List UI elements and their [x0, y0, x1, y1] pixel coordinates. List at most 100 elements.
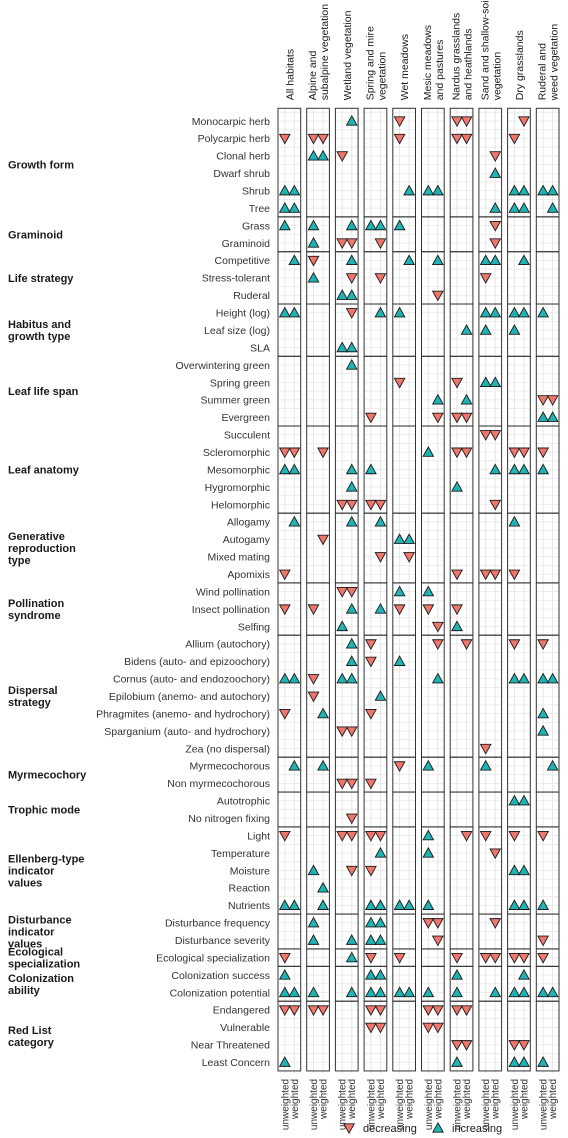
increasing-marker	[422, 184, 435, 196]
increasing-marker	[278, 463, 291, 475]
increasing-marker	[364, 968, 377, 980]
decreasing-marker	[393, 133, 406, 145]
subcolumn-label: weighted	[433, 1079, 444, 1120]
increasing-marker	[278, 899, 291, 910]
decreasing-marker	[489, 151, 502, 162]
decreasing-marker	[508, 639, 521, 651]
increasing-marker	[422, 585, 435, 597]
increasing-marker	[278, 986, 291, 998]
increasing-marker	[422, 829, 435, 841]
row-label: Clonal herb	[216, 151, 270, 163]
row-label: Monocarpic herb	[192, 116, 270, 128]
increasing-marker	[393, 306, 406, 318]
increasing-marker	[517, 968, 530, 980]
decreasing-marker	[479, 831, 492, 842]
increasing-marker	[393, 986, 406, 998]
group-label: Colonization ability	[8, 973, 74, 997]
decreasing-marker	[336, 831, 349, 842]
decreasing-marker	[336, 238, 349, 250]
increasing-marker	[489, 202, 502, 213]
decreasing-marker	[307, 133, 320, 145]
increasing-marker	[546, 986, 559, 998]
panel-header: Mesic meadowsand pastures	[422, 25, 446, 100]
increasing-marker	[317, 759, 330, 771]
increasing-marker	[345, 341, 358, 353]
increasing-marker	[517, 463, 530, 475]
increasing-marker	[460, 324, 473, 335]
row-label: Disturbance frequency	[165, 918, 271, 930]
row-label: Myrmecochorous	[189, 761, 270, 773]
legend-decreasing-icon	[343, 1123, 355, 1135]
increasing-marker	[374, 934, 387, 945]
increasing-marker	[307, 236, 320, 248]
increasing-marker	[364, 219, 377, 231]
decreasing-marker	[393, 116, 406, 128]
decreasing-marker	[345, 308, 358, 319]
decreasing-marker	[508, 569, 521, 581]
increasing-marker	[345, 289, 358, 300]
decreasing-marker	[451, 447, 463, 459]
decreasing-marker	[317, 447, 330, 459]
row-label: Polycarpic herb	[198, 133, 271, 145]
increasing-marker	[508, 184, 521, 196]
increasing-marker	[345, 463, 358, 475]
row-label: Colonization potential	[170, 987, 270, 999]
increasing-marker	[517, 184, 530, 196]
row-label: Autogamy	[223, 534, 271, 546]
row-label: Vulnerable	[220, 1022, 270, 1034]
increasing-marker	[345, 114, 358, 126]
panel-box	[507, 1000, 531, 1072]
decreasing-marker	[422, 918, 435, 929]
decreasing-marker	[278, 604, 291, 616]
decreasing-marker	[537, 447, 550, 459]
group-label: Graminoid	[8, 229, 63, 241]
increasing-marker	[489, 254, 502, 266]
increasing-marker	[288, 184, 301, 196]
decreasing-marker	[508, 1040, 521, 1051]
legend-increasing-label: increasing	[452, 1123, 502, 1135]
increasing-marker	[489, 376, 502, 388]
increasing-marker	[479, 376, 492, 388]
increasing-marker	[537, 986, 550, 998]
decreasing-marker	[364, 778, 377, 790]
decreasing-marker	[489, 953, 502, 964]
decreasing-marker	[460, 1005, 473, 1017]
decreasing-marker	[393, 377, 406, 389]
increasing-marker	[364, 899, 377, 910]
row-label: Ruderal	[233, 290, 270, 302]
group-label: Generative reproduction type	[8, 531, 76, 567]
increasing-marker	[345, 951, 358, 963]
increasing-marker	[317, 899, 330, 910]
row-label: Spring green	[210, 377, 270, 389]
increasing-marker	[517, 672, 530, 684]
decreasing-marker	[431, 290, 444, 302]
group-label: Life strategy	[8, 273, 74, 285]
increasing-marker	[345, 655, 358, 666]
subcolumn-label: unweighted	[366, 1079, 377, 1130]
increasing-marker	[374, 968, 387, 980]
decreasing-marker	[517, 116, 530, 128]
decreasing-marker	[422, 1022, 435, 1034]
decreasing-marker	[345, 238, 358, 250]
decreasing-marker	[364, 953, 377, 964]
increasing-marker	[422, 986, 435, 998]
increasing-marker	[422, 759, 435, 771]
subcolumn-label: unweighted	[280, 1079, 291, 1130]
row-label: Selfing	[238, 621, 270, 633]
panel-box	[507, 107, 531, 218]
increasing-marker	[517, 794, 530, 806]
decreasing-marker	[517, 447, 530, 459]
row-label: SLA	[250, 342, 270, 354]
increasing-marker	[451, 1056, 463, 1067]
increasing-marker	[317, 707, 330, 719]
decreasing-marker	[374, 1022, 387, 1034]
panel-box	[306, 1000, 330, 1072]
increasing-marker	[431, 672, 444, 684]
panel-box	[421, 107, 445, 218]
decreasing-marker	[489, 918, 502, 929]
panel-header: Spring and mirevegetation	[364, 26, 388, 100]
decreasing-marker	[489, 569, 502, 581]
increasing-marker	[508, 306, 521, 318]
increasing-marker	[278, 1056, 291, 1067]
decreasing-marker	[364, 656, 377, 668]
